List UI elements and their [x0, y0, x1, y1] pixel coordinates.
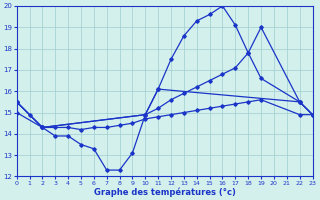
X-axis label: Graphe des températures (°c): Graphe des températures (°c): [94, 187, 236, 197]
